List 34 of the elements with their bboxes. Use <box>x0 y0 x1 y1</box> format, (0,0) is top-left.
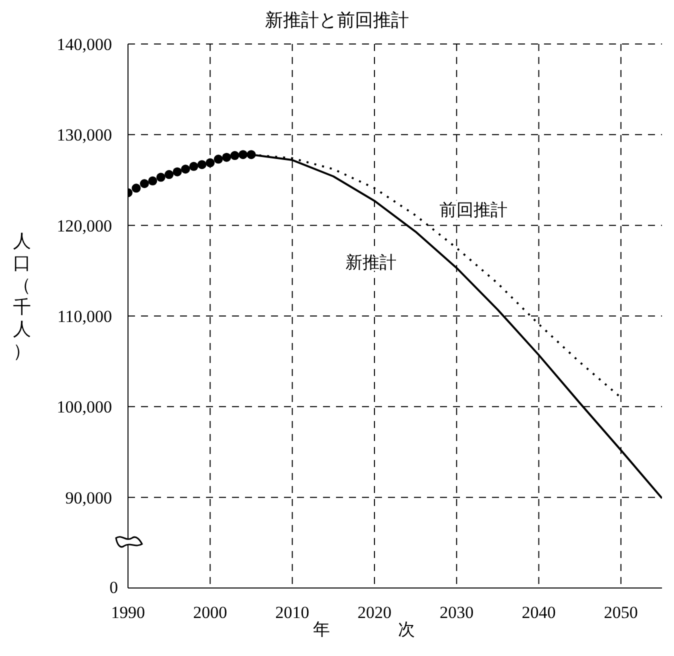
point <box>214 154 223 164</box>
y-tick-label: 130,000 <box>56 126 112 145</box>
x-tick-label: 2030 <box>440 603 474 622</box>
text: 0 <box>108 577 118 599</box>
point <box>164 170 174 180</box>
point <box>197 160 206 170</box>
series-label: 前回推計 <box>440 200 508 220</box>
y-axis-title: 人口（千人） <box>12 230 32 362</box>
x-tick-label: 2050 <box>604 603 638 622</box>
point <box>189 162 198 171</box>
point <box>132 184 141 193</box>
point <box>156 172 166 182</box>
x-tick-label: 2010 <box>275 603 310 622</box>
x-tick-label: 1990 <box>111 603 145 622</box>
point <box>230 151 240 160</box>
point <box>206 158 215 168</box>
x-tick-label: 2020 <box>357 603 392 622</box>
x-tick-label: 2000 <box>193 603 228 622</box>
y-tick-label: 90,000 <box>65 488 112 508</box>
x-axis-title: 年次 <box>313 620 483 639</box>
point <box>246 150 256 160</box>
y-tick-label: 140,000 <box>56 35 112 54</box>
point <box>140 179 149 188</box>
point <box>148 176 158 186</box>
x-tick-label: 2040 <box>522 603 556 622</box>
chart-title: 新推計と前回推計 <box>264 9 410 32</box>
y-tick-label: 120,000 <box>56 216 112 236</box>
y-tick-label: 110,000 <box>57 307 112 326</box>
series-label: 新推計 <box>346 252 397 272</box>
y-tick-label: 100,000 <box>56 398 112 417</box>
point <box>238 150 248 160</box>
point <box>222 152 232 162</box>
point <box>181 164 190 174</box>
point <box>172 167 182 176</box>
